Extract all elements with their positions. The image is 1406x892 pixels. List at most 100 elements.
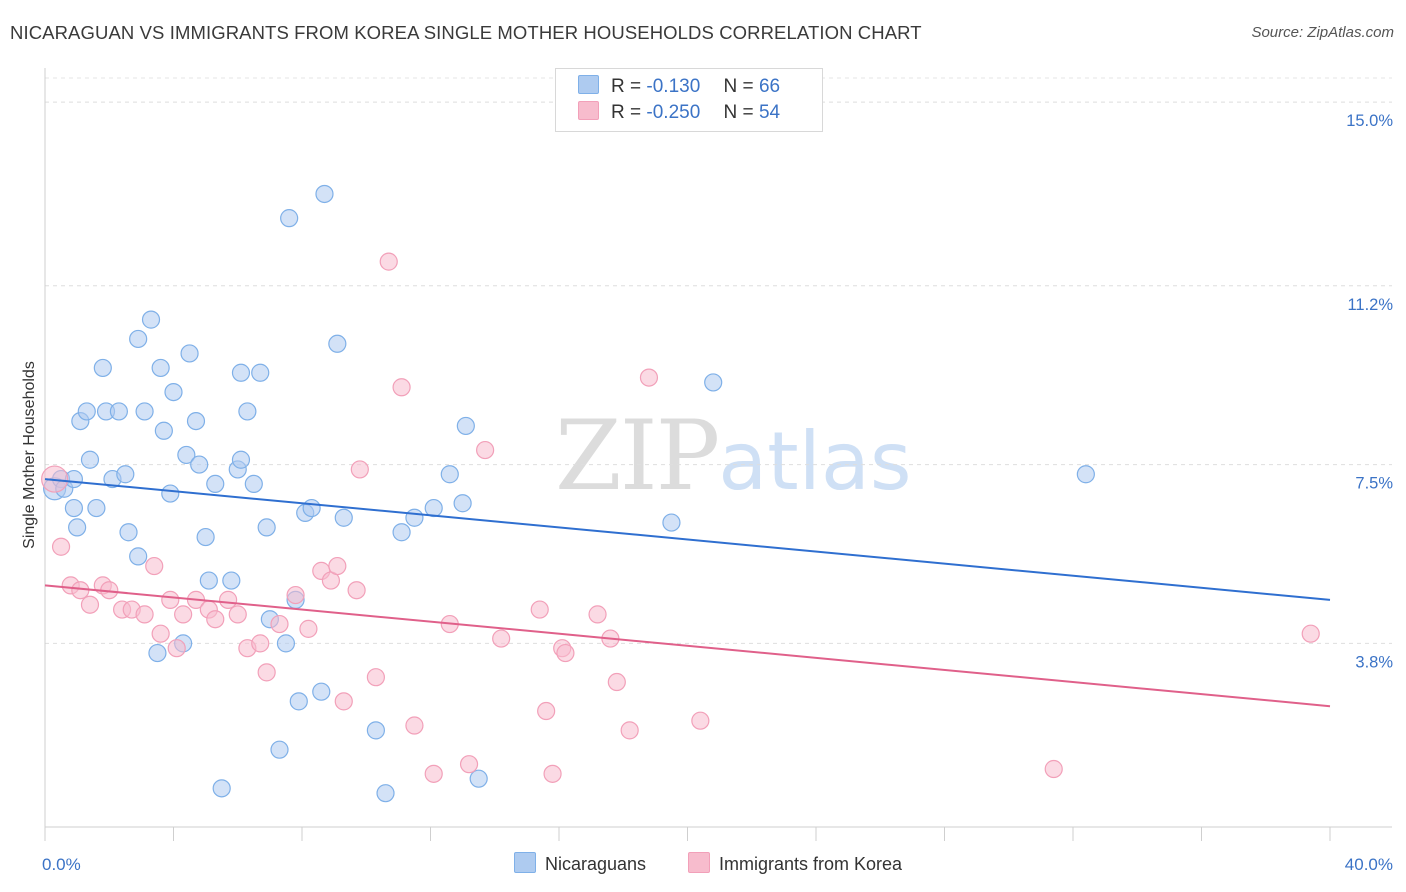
grid-lines [45,77,1392,644]
point-nicaraguans [196,527,215,547]
point-korea [1044,759,1063,779]
tick-labels: 3.8% 7.5% 11.2% 15.0% 0.0% 40.0% [42,112,1393,874]
point-korea [299,619,318,638]
point-nicaraguans [366,721,385,740]
bottom-legend-label: Immigrants from Korea [719,854,903,874]
point-nicaraguans [135,402,154,421]
point-nicaraguans [164,382,183,402]
point-korea [51,537,71,556]
point-korea [537,701,556,721]
point-nicaraguans [148,643,167,663]
point-nicaraguans [231,363,251,382]
point-korea [167,639,186,658]
point-korea [257,663,276,682]
point-nicaraguans [257,518,276,537]
bottom-legend-korea: Immigrants from Korea [688,852,902,875]
point-nicaraguans [405,508,424,527]
point-nicaraguans [376,784,395,803]
point-nicaraguans [440,465,459,484]
watermark-atlas: atlas [718,415,912,508]
point-nicaraguans [190,455,209,474]
axes [44,68,1392,841]
bottom-legend-swatch-nicaraguans [514,852,536,873]
point-nicaraguans [151,358,170,378]
point-korea [620,721,639,740]
point-korea [379,252,398,271]
point-korea [228,605,247,624]
point-korea [206,610,225,629]
point-nicaraguans [334,508,353,527]
point-nicaraguans [129,329,148,349]
point-korea [219,590,238,609]
point-nicaraguans [280,209,299,228]
y-tick-label: 3.8% [1355,653,1393,671]
point-korea [145,556,164,576]
point-korea [270,614,289,634]
point-korea [476,440,495,460]
legend-r-value: -0.130 [646,76,701,97]
point-korea [691,711,710,730]
point-korea [174,605,193,624]
chart-title: NICARAGUAN VS IMMIGRANTS FROM KOREA SING… [10,22,922,43]
legend-n-value: 66 [758,76,781,97]
source-label: Source: ZipAtlas.com [1251,24,1394,41]
legend-n-label: N = [723,102,754,123]
point-korea [392,378,411,397]
bottom-legend-swatch-korea [688,852,710,873]
point-nicaraguans [199,571,218,590]
bottom-legend-nicaraguans: Nicaraguans [514,852,646,875]
legend-r-label: R = [611,102,642,123]
point-korea [424,764,443,783]
point-nicaraguans [244,474,263,494]
point-nicaraguans [270,740,289,759]
point-nicaraguans [212,779,231,798]
point-nicaraguans [80,450,100,469]
correlation-legend: R = -0.130 N = 66 R = -0.250 N = 54 [555,68,823,132]
point-nicaraguans [186,411,206,431]
trend-lines [44,478,1331,708]
legend-swatch-nicaraguans [578,75,599,94]
point-korea [607,672,626,692]
point-korea [588,605,607,624]
point-korea [556,643,575,663]
point-nicaraguans [238,402,257,421]
x-tick-label: 0.0% [42,855,81,874]
point-nicaraguans [119,523,138,542]
point-nicaraguans [87,498,106,518]
point-nicaraguans [109,402,128,421]
point-nicaraguans [161,484,180,503]
point-nicaraguans [77,402,96,421]
point-nicaraguans [1076,465,1095,484]
point-nicaraguans [453,494,472,513]
point-nicaraguans [312,682,331,701]
point-nicaraguans [456,416,475,436]
point-korea [1301,624,1320,643]
point-nicaraguans [154,421,173,440]
point-korea [328,556,347,576]
point-nicaraguans [469,769,488,788]
point-nicaraguans [704,373,723,392]
point-korea [543,764,562,783]
point-korea [151,624,170,643]
point-korea [334,692,353,711]
point-korea [161,590,180,609]
bottom-legend-label: Nicaraguans [545,854,647,874]
y-tick-label: 11.2% [1347,296,1393,314]
point-nicaraguans [302,498,321,518]
point-korea [530,600,549,619]
point-nicaraguans [231,450,251,469]
trend-line-korea [44,584,1331,708]
point-nicaraguans [206,474,225,494]
x-tick-label: 40.0% [1345,855,1393,874]
legend-swatch-korea [578,101,599,120]
point-korea [492,629,511,648]
point-nicaraguans [276,634,296,653]
point-nicaraguans [328,334,347,353]
point-korea [405,716,424,735]
point-korea [80,595,100,614]
legend-row-nicaraguans: R = -0.130 N = 66 [578,75,780,101]
point-korea [350,460,369,479]
point-nicaraguans [315,184,334,204]
point-nicaraguans [129,547,148,566]
